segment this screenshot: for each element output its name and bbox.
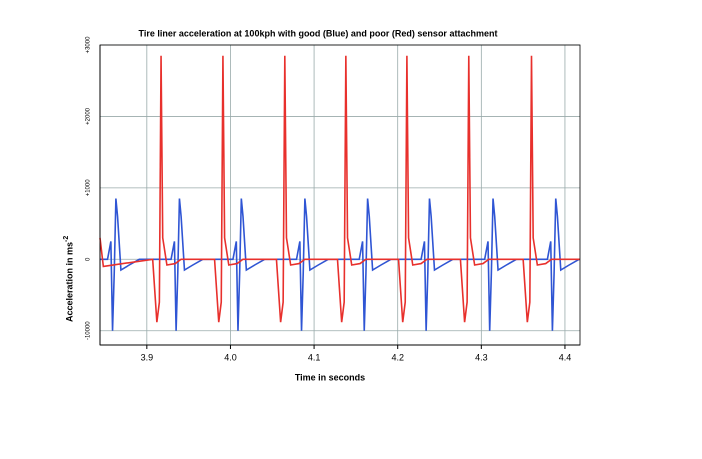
x-tick-label: 4.2: [391, 352, 404, 362]
y-tick-label: -10000: [86, 321, 92, 340]
x-axis-label: Time in seconds: [295, 372, 365, 382]
y-tick-label: +1000: [86, 179, 92, 197]
x-tick-label: 4.3: [475, 352, 488, 362]
x-tick-label: 4.4: [559, 352, 572, 362]
y-axis-label: Acceleration in ms: [64, 242, 74, 322]
x-tick-label: 4.0: [224, 352, 237, 362]
plot-frame: [99, 44, 581, 346]
chart-title: Tire liner acceleration at 100kph with g…: [139, 28, 498, 38]
y-tick-label: +3000: [86, 36, 92, 54]
x-tick-label: 3.9: [141, 352, 154, 362]
y-tick-label: +2000: [86, 107, 92, 125]
y-axis-label-sup: -2: [63, 236, 70, 242]
y-tick-label: 0: [86, 257, 92, 261]
x-tick-label: 4.1: [308, 352, 321, 362]
series-line: [99, 55, 580, 323]
